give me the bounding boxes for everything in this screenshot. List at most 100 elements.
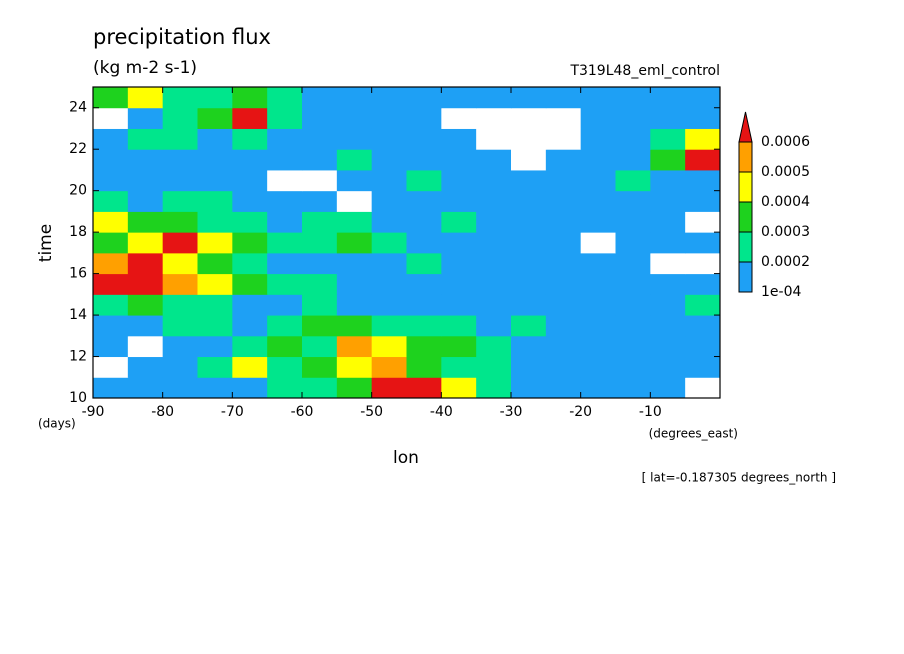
cell (162, 335, 198, 358)
cell (162, 149, 198, 171)
colorbar-label: 0.0006 (761, 134, 810, 150)
cell (197, 128, 233, 150)
cell (545, 356, 582, 378)
cell (441, 252, 477, 275)
cell (336, 169, 373, 192)
cell (127, 252, 164, 275)
cell (127, 315, 164, 337)
cell (650, 232, 686, 254)
cell (685, 252, 721, 275)
cell (650, 294, 686, 316)
cell (93, 232, 129, 254)
cell (580, 107, 616, 129)
cell (511, 190, 547, 212)
cell (336, 128, 373, 150)
cell (162, 356, 198, 378)
cell (545, 149, 582, 171)
cell (545, 273, 582, 295)
cell (267, 315, 303, 337)
cell (406, 190, 442, 212)
cell (232, 315, 268, 337)
cell (441, 169, 477, 192)
cell (371, 87, 407, 109)
y-tick-label: 18 (69, 224, 87, 240)
cell (336, 356, 373, 378)
cell (232, 232, 268, 254)
cell (685, 190, 721, 212)
cell (545, 87, 582, 109)
cell (476, 356, 512, 378)
cell (93, 87, 129, 109)
cell (650, 252, 686, 275)
cell (232, 107, 268, 129)
cell (580, 294, 616, 316)
cell (232, 211, 268, 233)
cell (650, 315, 686, 337)
cell (615, 87, 651, 109)
cell (650, 377, 686, 399)
cell (545, 190, 582, 212)
cell (615, 294, 651, 316)
cell (580, 335, 616, 358)
cell (441, 315, 477, 337)
x-axis-label: lon (393, 448, 419, 468)
cell (545, 169, 582, 192)
cell (476, 149, 512, 171)
cell (406, 252, 442, 275)
cell (650, 128, 686, 150)
cell (93, 356, 129, 378)
cell (93, 190, 129, 212)
cell (267, 190, 303, 212)
cell (162, 377, 198, 399)
cell (127, 87, 164, 109)
colorbar-box (738, 201, 753, 233)
cell (650, 190, 686, 212)
y-tick-label: 24 (69, 100, 87, 116)
cell (545, 107, 582, 129)
cell (232, 273, 268, 295)
cell (336, 273, 373, 295)
cell (267, 232, 303, 254)
cell (302, 211, 338, 233)
cell (162, 190, 198, 212)
y-tick-label: 12 (69, 349, 87, 365)
colorbar-label: 0.0002 (761, 254, 810, 270)
cell (476, 294, 512, 316)
cell (580, 211, 616, 233)
cell (93, 169, 129, 192)
cell (476, 128, 512, 150)
cell (685, 377, 721, 399)
cell (685, 149, 721, 171)
colorbar-extension (738, 111, 753, 143)
cell (650, 107, 686, 129)
cell (685, 211, 721, 233)
cell (545, 128, 582, 150)
x-tick-label: -90 (82, 404, 105, 420)
cell (127, 273, 164, 295)
cell (441, 335, 477, 358)
cell (406, 294, 442, 316)
cell (685, 294, 721, 316)
cell (197, 169, 233, 192)
cell (615, 190, 651, 212)
cell (302, 356, 338, 378)
footnote: [ lat=-0.187305 degrees_north ] (642, 471, 836, 485)
cell (302, 252, 338, 275)
cell (336, 252, 373, 275)
cell (93, 211, 129, 233)
cell (127, 377, 164, 399)
cell (197, 211, 233, 233)
cell (406, 356, 442, 378)
cell (93, 294, 129, 316)
cell (441, 128, 477, 150)
cell (371, 294, 407, 316)
cell (685, 356, 721, 378)
colorbar-box (738, 171, 753, 203)
cell (162, 273, 198, 295)
cell (650, 211, 686, 233)
cell (580, 356, 616, 378)
cell (162, 211, 198, 233)
cell (511, 87, 547, 109)
cell (580, 232, 616, 254)
